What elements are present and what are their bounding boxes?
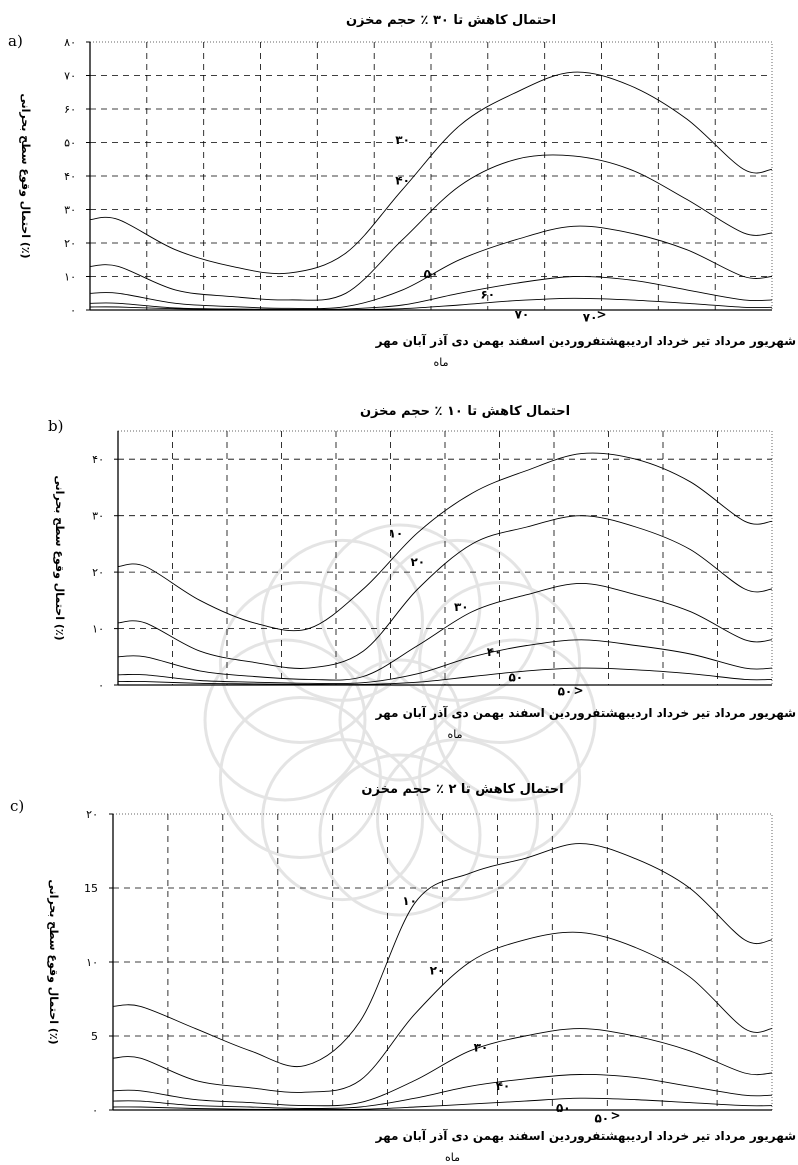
curve-label: ۶۰ <box>480 287 495 301</box>
curve-label: ۵۰ <box>594 1111 609 1125</box>
x-category-labels: شهریور مرداد تیر خرداد اردیبهشتفروردین ا… <box>375 705 796 721</box>
series-line <box>112 931 773 1093</box>
curve-label: ۱۰ <box>389 527 404 541</box>
x-axis-label: ماه <box>445 1151 460 1164</box>
y-tick-label: ۳۰ <box>64 204 76 217</box>
y-tick-label: ۲۰ <box>92 566 104 579</box>
curve-label: > <box>596 307 606 321</box>
series-line <box>117 515 773 669</box>
y-tick-label: ۲۰ <box>86 808 98 821</box>
curve-label: ۷۰ <box>583 311 598 325</box>
series-line <box>89 225 773 310</box>
x-category-labels: شهریور مرداد تیر خرداد اردیبهشتفروردین ا… <box>375 1128 796 1144</box>
y-tick-label: 15 <box>84 882 98 895</box>
y-tick-label: ۰ <box>70 304 76 317</box>
chart-title: احتمال کاهش تا ۱۰ ٪ حجم مخزن <box>360 404 570 419</box>
panel-label: b) <box>48 417 63 435</box>
curve-label: ۷۰ <box>515 307 530 321</box>
series-line <box>117 582 773 681</box>
y-tick-label: ۲۰ <box>64 237 76 250</box>
curve-label: ۳۰ <box>474 1040 489 1054</box>
y-axis-label: احتمال وقوع سطح بحرانی (٪) <box>19 93 32 258</box>
series-line <box>112 843 773 1068</box>
curve-label: > <box>610 1108 620 1122</box>
chart-title: احتمال کاهش تا ۳۰ ٪ حجم مخزن <box>346 13 556 28</box>
curve-label: ۴۰ <box>487 645 502 659</box>
series-line <box>117 452 773 632</box>
x-axis-label: ماه <box>447 728 462 741</box>
curve-label: ۲۰ <box>410 555 425 569</box>
curve-label: ۴۰ <box>395 173 410 187</box>
y-tick-label: ۰ <box>98 679 104 692</box>
y-tick-label: ۵۰ <box>64 137 76 150</box>
y-tick-label: 5 <box>91 1030 98 1043</box>
series-line <box>89 275 773 310</box>
curve-label: ۵۰ <box>508 671 523 685</box>
y-tick-label: ۷۰ <box>64 70 76 83</box>
curve-label: ۵۰ <box>556 1101 571 1115</box>
y-tick-label: ۱۰ <box>64 271 76 284</box>
y-tick-label: ۱۰ <box>86 956 98 969</box>
series-line <box>89 71 773 275</box>
curve-label: ۳۰ <box>454 600 469 614</box>
chart-title: احتمال کاهش تا ۲ ٪ حجم مخزن <box>361 782 563 797</box>
y-tick-label: ۰ <box>92 1104 98 1117</box>
series-line <box>112 1028 773 1107</box>
y-tick-label: ۱۰ <box>92 623 104 636</box>
series-line <box>117 667 773 686</box>
x-axis-label: ماه <box>433 356 448 369</box>
series-line <box>89 297 773 311</box>
panel-label: c) <box>10 797 24 815</box>
series-line <box>117 639 773 685</box>
series-line <box>112 1097 773 1110</box>
y-tick-label: ۴۰ <box>92 453 104 466</box>
y-tick-label: ۳۰ <box>92 510 104 523</box>
series-line <box>112 1074 773 1109</box>
y-tick-label: ۸۰ <box>64 36 76 49</box>
series-line <box>89 154 773 301</box>
panel-label: a) <box>8 32 23 50</box>
y-axis-label: احتمال وقوع سطح بحرانی (٪) <box>53 475 66 640</box>
x-category-labels: شهریور مرداد تیر خرداد اردیبهشتفروردین ا… <box>375 333 796 349</box>
curve-label: ۳۰ <box>395 133 410 147</box>
y-axis-label: احتمال وقوع سطح بحرانی (٪) <box>47 879 60 1044</box>
curve-label: ۴۰ <box>496 1079 511 1093</box>
curve-label: ۱۰ <box>402 894 417 908</box>
curve-label: ۲۰ <box>430 963 445 977</box>
curve-label: > <box>573 684 583 698</box>
y-tick-label: ۶۰ <box>64 103 76 116</box>
curve-label: ۵۰ <box>558 685 573 699</box>
y-tick-label: ۴۰ <box>64 170 76 183</box>
curve-label: ۵۰ <box>424 267 439 281</box>
